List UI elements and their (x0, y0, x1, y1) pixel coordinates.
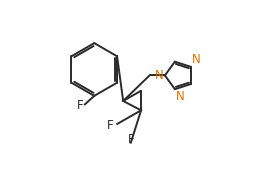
Text: F: F (127, 133, 134, 146)
Text: N: N (155, 69, 164, 82)
Text: F: F (77, 99, 84, 112)
Text: F: F (107, 119, 114, 132)
Text: N: N (176, 90, 184, 103)
Text: N: N (192, 53, 201, 66)
